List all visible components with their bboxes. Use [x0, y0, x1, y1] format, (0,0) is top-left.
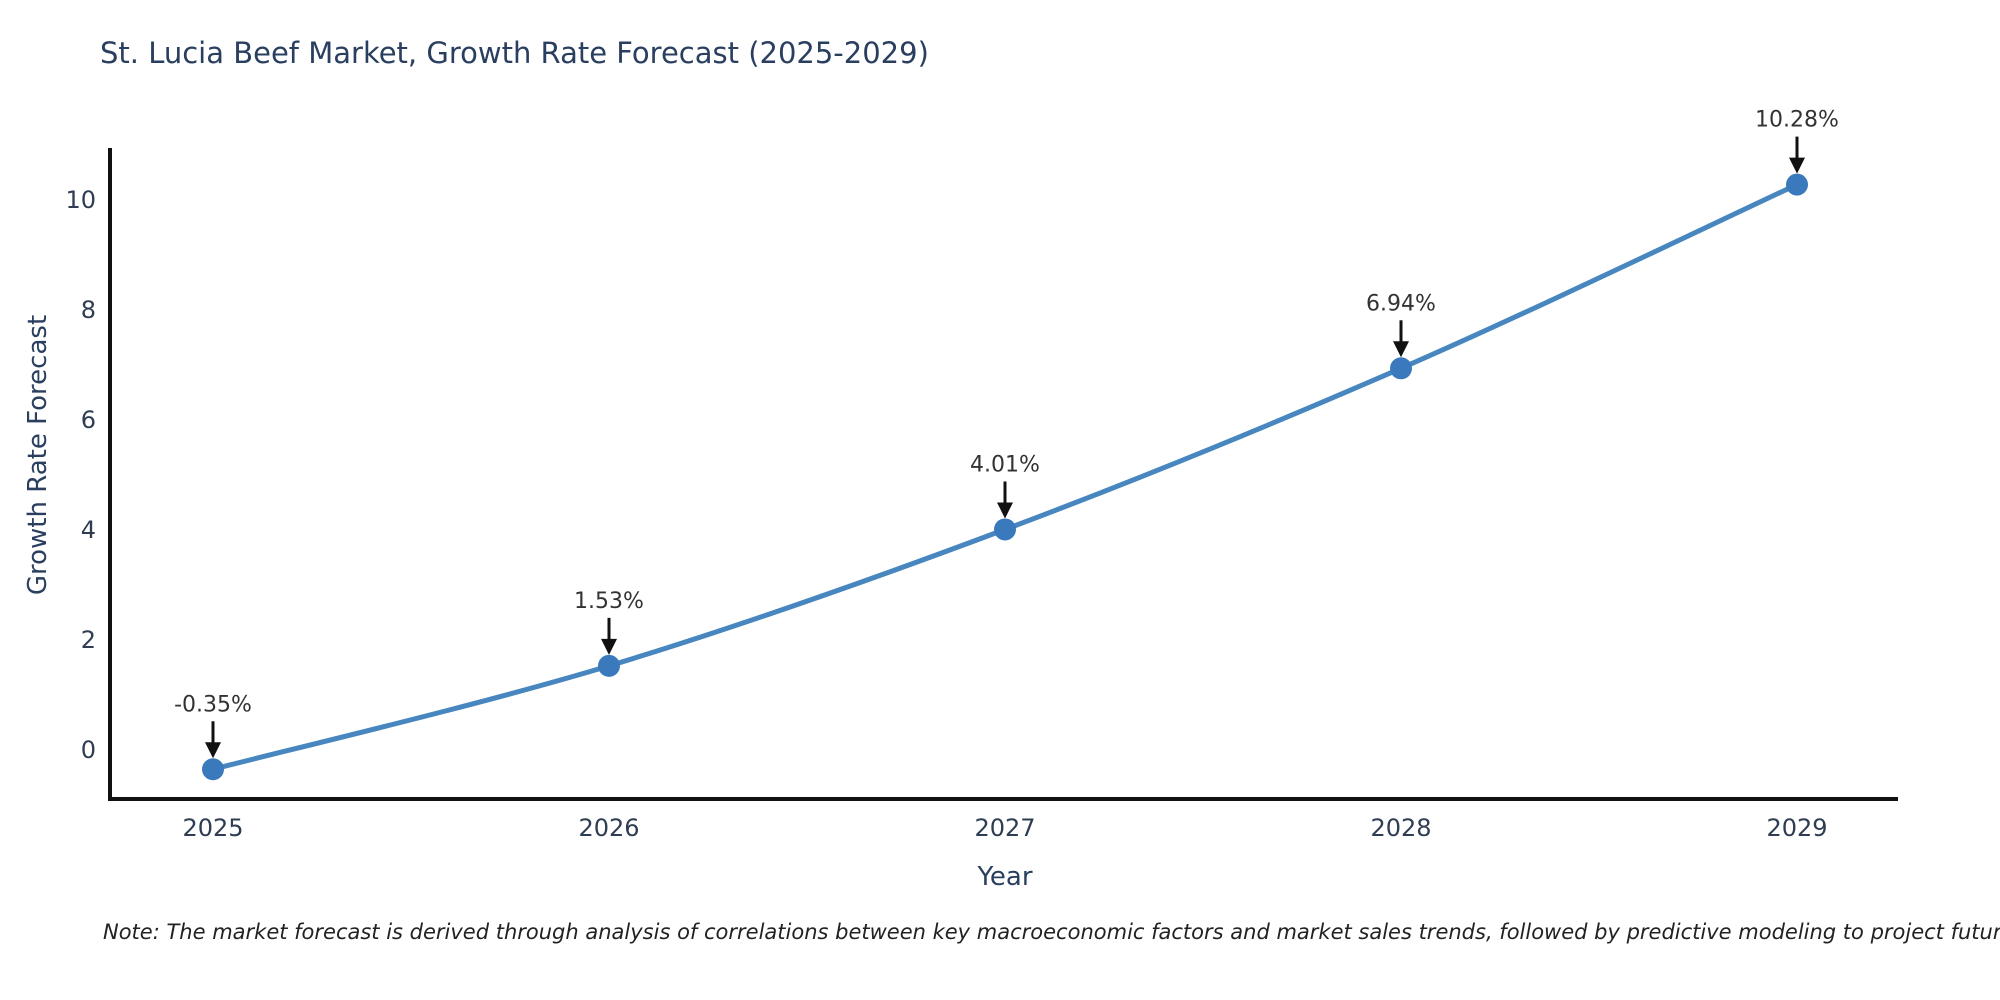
data-point-label: 4.01% — [970, 452, 1040, 477]
data-point-label: 6.94% — [1366, 291, 1436, 316]
annotation-arrow-head — [601, 638, 617, 655]
annotation-arrow-head — [1789, 157, 1805, 174]
y-tick-label: 6 — [81, 406, 96, 434]
chart-footnote: Note: The market forecast is derived thr… — [103, 920, 2000, 944]
data-point-marker — [202, 758, 224, 781]
annotation-arrow-head — [1393, 341, 1409, 358]
y-tick-label: 8 — [81, 296, 96, 324]
x-tick-label: 2027 — [974, 814, 1035, 842]
data-point-marker — [1390, 357, 1412, 380]
x-tick-label: 2029 — [1766, 814, 1827, 842]
x-axis-title: Year — [977, 862, 1033, 892]
data-point-label: 10.28% — [1755, 108, 1839, 133]
x-tick-label: 2026 — [578, 814, 639, 842]
data-point-label: -0.35% — [174, 692, 252, 717]
data-point-marker — [994, 518, 1016, 541]
y-tick-label: 4 — [81, 516, 96, 544]
annotation-arrow-head — [997, 502, 1013, 519]
x-tick-label: 2025 — [182, 814, 243, 842]
y-tick-label: 10 — [65, 186, 96, 214]
annotation-arrow-head — [205, 742, 221, 759]
data-point-label: 1.53% — [574, 589, 644, 614]
x-tick-label: 2028 — [1370, 814, 1431, 842]
data-point-marker — [1786, 173, 1808, 196]
data-point-marker — [598, 654, 620, 677]
y-tick-label: 2 — [81, 626, 96, 654]
y-tick-label: 0 — [81, 736, 96, 764]
chart-title: St. Lucia Beef Market, Growth Rate Forec… — [100, 36, 929, 70]
